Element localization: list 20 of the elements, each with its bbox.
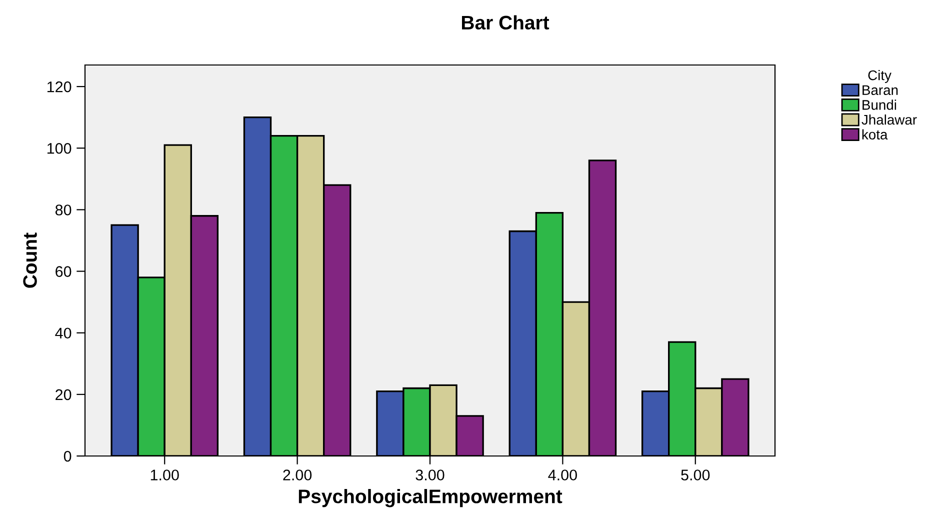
chart-title: Bar Chart	[462, 15, 550, 30]
y-tick-label: 80	[55, 204, 72, 216]
x-tick-label: 1.00	[150, 470, 179, 480]
y-tick-label: 60	[56, 266, 72, 277]
legend-label: Bundi	[862, 100, 896, 110]
x-axis-title: PsychologicalEmpowerment	[298, 488, 562, 508]
x-tick-label: 4.00	[548, 470, 577, 480]
y-tick-label: 20	[56, 389, 72, 400]
y-tick-label: 100	[47, 142, 72, 154]
x-tick-label: 5.00	[681, 470, 710, 480]
y-tick-label: 0	[64, 450, 72, 462]
legend-title: City	[868, 70, 892, 83]
legend-label: Jhalawar	[862, 114, 917, 125]
x-tick-label: 2.00	[283, 470, 312, 480]
y-axis-title: Count	[23, 232, 37, 288]
y-tick-label: 40	[55, 328, 72, 339]
y-tick-label: 120	[47, 81, 72, 92]
x-tick-label: 3.00	[416, 470, 444, 480]
legend-label: Baran	[862, 85, 898, 96]
legend-label: kota	[862, 129, 888, 140]
